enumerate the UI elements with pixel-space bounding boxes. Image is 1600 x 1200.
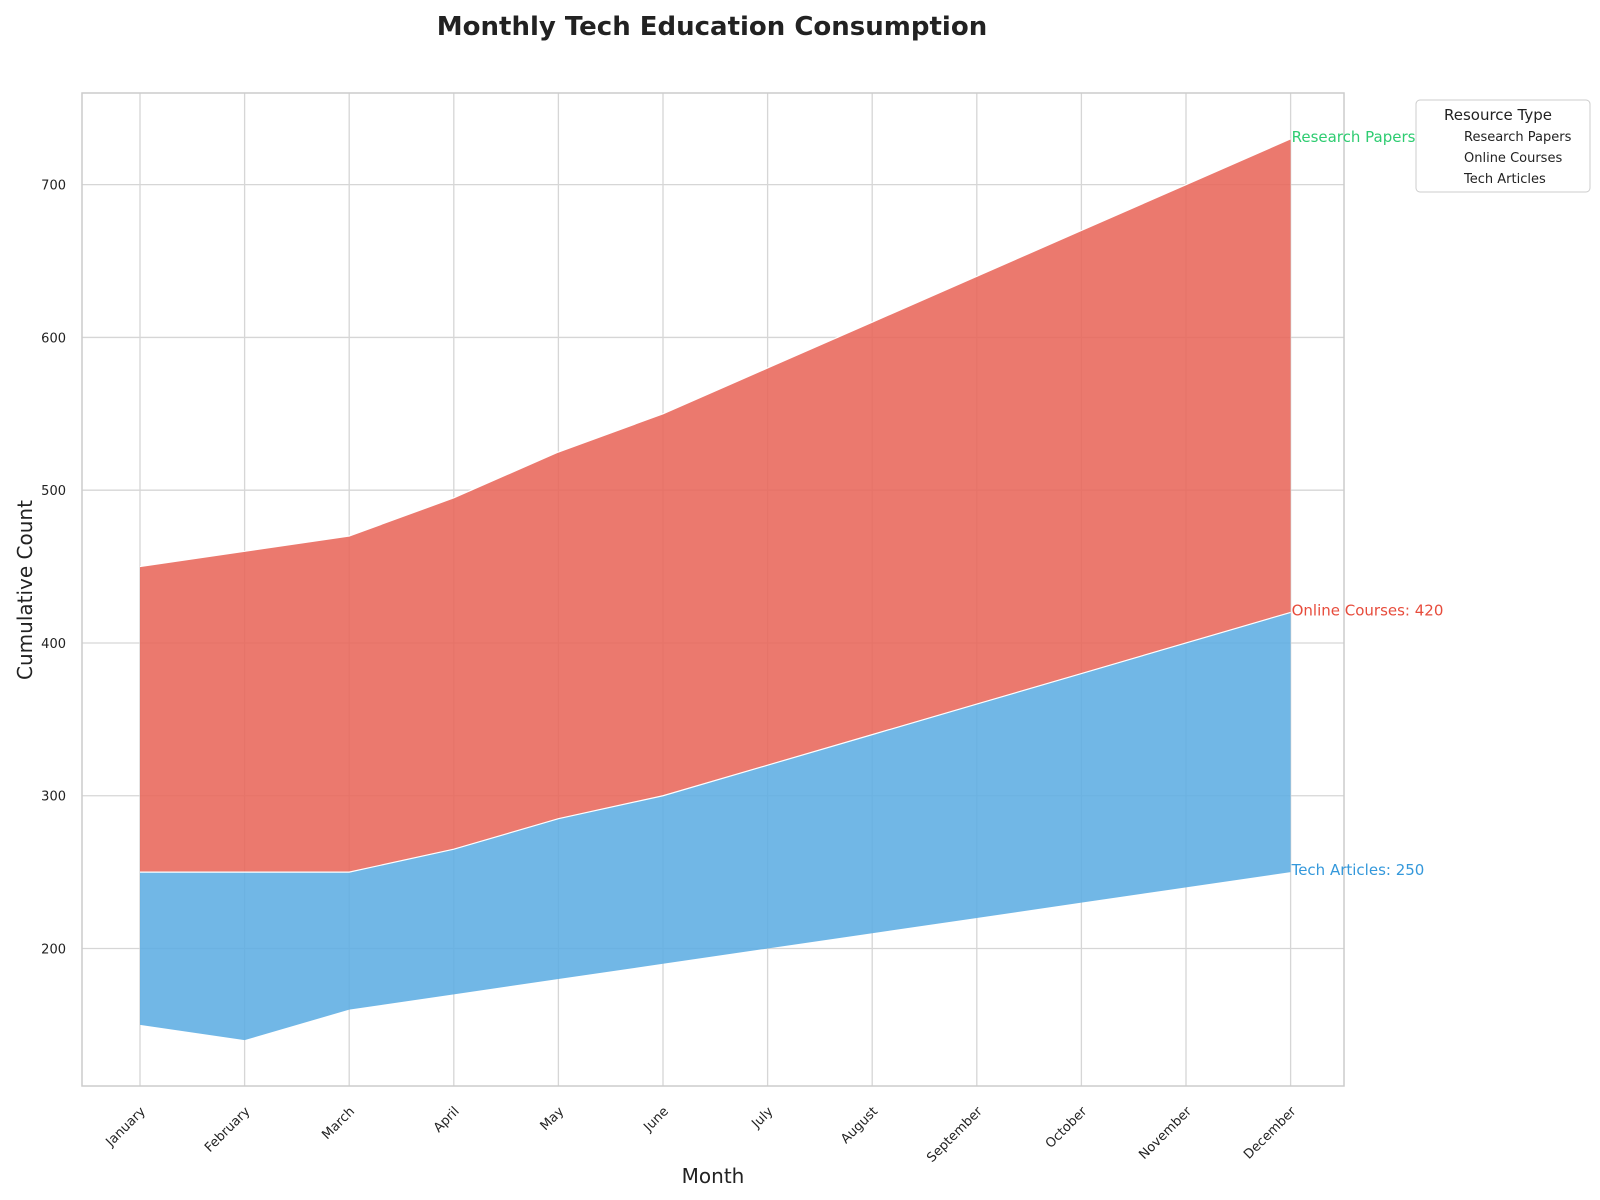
x-tick-label: September [924, 1104, 986, 1166]
x-tick-label: April [431, 1104, 463, 1136]
x-tick-label: May [538, 1104, 568, 1134]
legend-entry: Research Papers [1464, 130, 1572, 145]
y-tick-label: 400 [41, 637, 66, 652]
x-tick-label: February [202, 1104, 254, 1156]
x-tick-label: August [838, 1104, 881, 1147]
legend: Resource Type Research Papers Online Cour… [1415, 99, 1591, 193]
x-tick-label: March [319, 1104, 358, 1143]
legend-title: Resource Type [1444, 106, 1552, 124]
legend-entry: Online Courses [1464, 151, 1562, 166]
annotations: Research Papers: 730 Online Courses: 420 T… [1291, 128, 1454, 879]
x-tick-label: January [103, 1104, 149, 1150]
x-tick-label: October [1043, 1104, 1091, 1152]
y-tick-label: 600 [41, 331, 66, 346]
legend-entries: Research Papers Online Courses Tech Articl… [1463, 130, 1572, 187]
edge-online-courses [139, 138, 1291, 568]
y-axis-label: Cumulative Count [13, 500, 37, 680]
x-tick-label: July [749, 1104, 777, 1132]
chart-title: Monthly Tech Education Consumption [437, 12, 987, 42]
y-tick-label: 500 [41, 484, 66, 499]
x-tick-label: June [640, 1104, 671, 1135]
y-tick-label: 200 [41, 943, 66, 958]
annotation-label: Research Papers: 730 [1292, 128, 1454, 146]
x-axis-label: Month [682, 1164, 745, 1188]
legend-entry: Tech Articles [1463, 172, 1546, 187]
y-tick-labels: 200 300 400 500 600 700 [41, 179, 66, 958]
annotation-label: Online Courses: 420 [1292, 601, 1444, 619]
y-tick-label: 700 [41, 179, 66, 194]
area-online-courses [140, 138, 1291, 873]
x-tick-label: November [1136, 1104, 1195, 1163]
edges [139, 138, 1291, 873]
x-tick-labels: January February March April May June July Augu… [103, 1104, 1300, 1166]
x-tick-label: December [1241, 1104, 1300, 1163]
edge-tech-articles [140, 611, 1291, 873]
annotation-label: Tech Articles: 250 [1291, 861, 1425, 879]
plot-frame [81, 92, 1345, 1087]
areas [140, 138, 1291, 1041]
legend-box [1415, 99, 1591, 193]
y-tick-label: 300 [41, 790, 66, 805]
area-tech-articles [140, 612, 1291, 1041]
